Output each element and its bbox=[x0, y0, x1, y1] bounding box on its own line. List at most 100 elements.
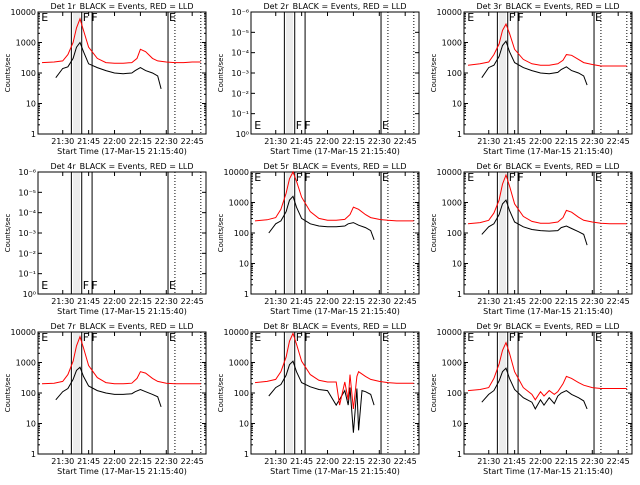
marker-letter: E bbox=[254, 171, 261, 184]
series-line-lld bbox=[41, 17, 201, 64]
x-axis-label: Start Time (17-Mar-15 21:15:40) bbox=[57, 307, 187, 316]
marker-letter: F bbox=[304, 119, 310, 132]
marker-letter: E bbox=[382, 119, 389, 132]
y-tick-label: 10⁰ bbox=[23, 290, 36, 299]
y-tick-label: 1000 bbox=[442, 199, 462, 208]
legend-text: BLACK = Events, RED = LLD bbox=[293, 162, 407, 171]
shaded-interval bbox=[499, 332, 506, 454]
y-tick-label: 10000 bbox=[11, 8, 36, 17]
marker-letter: F bbox=[304, 171, 310, 184]
x-tick-label: 22:30 bbox=[581, 457, 604, 466]
x-tick-label: 21:30 bbox=[264, 457, 287, 466]
x-tick-label: 21:45 bbox=[77, 297, 100, 306]
series-line-events bbox=[268, 195, 375, 240]
series-line-events bbox=[481, 199, 588, 246]
y-tick-label: 10⁻³ bbox=[18, 229, 36, 238]
plot-frame bbox=[37, 11, 207, 135]
y-tick-label: 1000 bbox=[229, 199, 249, 208]
y-tick-label: 10⁻⁵ bbox=[18, 188, 36, 197]
marker-letter: E bbox=[169, 279, 176, 292]
x-tick-label: 22:00 bbox=[316, 457, 339, 466]
y-tick-label: 10000 bbox=[11, 328, 36, 337]
marker-letter: E bbox=[595, 11, 602, 24]
marker-letter: F bbox=[296, 171, 302, 184]
y-axis-label: Counts/sec bbox=[217, 214, 225, 253]
marker-letter: F bbox=[91, 331, 97, 344]
y-tick-label: 1000 bbox=[442, 359, 462, 368]
y-tick-label: 1 bbox=[244, 450, 249, 459]
plot-frame bbox=[463, 171, 633, 295]
x-axis-label: Start Time (17-Mar-15 21:15:40) bbox=[57, 147, 187, 156]
x-tick-label: 21:30 bbox=[477, 297, 500, 306]
marker-letter: E bbox=[41, 11, 48, 24]
x-tick-label: 22:15 bbox=[129, 297, 152, 306]
y-axis-label: Counts/sec bbox=[430, 54, 438, 93]
panel-title-line: Det 1r BLACK = Events, RED = LLD bbox=[50, 2, 193, 11]
x-tick-label: 21:30 bbox=[51, 137, 74, 146]
y-tick-label: 1 bbox=[457, 290, 462, 299]
x-tick-label: 22:00 bbox=[103, 137, 126, 146]
marker-letter: F bbox=[296, 331, 302, 344]
y-axis-label: Counts/sec bbox=[217, 374, 225, 413]
panel-title: Det 9r bbox=[476, 322, 502, 331]
marker-letter: E bbox=[467, 11, 474, 24]
marker-letter: F bbox=[517, 331, 523, 344]
marker-letter: E bbox=[169, 11, 176, 24]
x-tick-label: 22:15 bbox=[342, 457, 365, 466]
x-tick-label: 22:45 bbox=[394, 457, 417, 466]
shaded-interval bbox=[73, 172, 80, 294]
y-tick-label: 10⁻⁴ bbox=[18, 209, 36, 218]
plot-frame bbox=[250, 11, 420, 135]
shaded-interval bbox=[73, 12, 80, 134]
marker-letter: E bbox=[467, 171, 474, 184]
y-tick-label: 1 bbox=[31, 450, 36, 459]
series-line-lld bbox=[467, 22, 627, 67]
x-tick-label: 21:45 bbox=[503, 297, 526, 306]
marker-letter: E bbox=[41, 331, 48, 344]
y-tick-label: 10000 bbox=[437, 168, 462, 177]
y-tick-label: 1000 bbox=[16, 359, 36, 368]
marker-letter: F bbox=[517, 11, 523, 24]
panel-title-line: Det 4r BLACK = Events, RED = LLD bbox=[50, 162, 193, 171]
panel-title: Det 3r bbox=[476, 2, 502, 11]
legend-text: BLACK = Events, RED = LLD bbox=[506, 2, 620, 11]
legend-text: BLACK = Events, RED = LLD bbox=[506, 322, 620, 331]
y-tick-label: 10000 bbox=[224, 168, 249, 177]
panel-title: Det 2r bbox=[263, 2, 289, 11]
marker-letter: E bbox=[595, 331, 602, 344]
panel-title: Det 5r bbox=[263, 162, 289, 171]
shaded-interval bbox=[286, 332, 293, 454]
x-tick-label: 21:45 bbox=[290, 457, 313, 466]
y-tick-label: 100 bbox=[21, 389, 36, 398]
panel-title-line: Det 6r BLACK = Events, RED = LLD bbox=[476, 162, 619, 171]
series-line-events bbox=[55, 366, 162, 408]
legend-text: BLACK = Events, RED = LLD bbox=[506, 162, 620, 171]
x-tick-label: 21:30 bbox=[264, 297, 287, 306]
x-tick-label: 22:30 bbox=[155, 297, 178, 306]
y-tick-label: 10⁻⁶ bbox=[18, 168, 36, 177]
y-tick-label: 10 bbox=[239, 420, 249, 429]
x-tick-label: 22:15 bbox=[129, 457, 152, 466]
y-tick-label: 10⁰ bbox=[236, 130, 249, 139]
marker-letter: F bbox=[517, 171, 523, 184]
shaded-interval bbox=[499, 172, 506, 294]
x-tick-label: 21:45 bbox=[77, 137, 100, 146]
panel-2: E F F E 10⁰ 10⁻¹ 10⁻² 10⁻³ 10⁻⁴ 10⁻⁵ 10⁻⁶ 21:30 21:4… bbox=[217, 2, 420, 156]
x-axis-label: Start Time (17-Mar-15 21:15:40) bbox=[483, 467, 613, 476]
x-tick-label: 22:45 bbox=[394, 137, 417, 146]
x-tick-label: 22:00 bbox=[529, 457, 552, 466]
shaded-interval bbox=[73, 332, 80, 454]
marker-letter: F bbox=[83, 11, 89, 24]
y-tick-label: 1000 bbox=[442, 39, 462, 48]
panel-title: Det 6r bbox=[476, 162, 502, 171]
x-tick-label: 21:30 bbox=[51, 457, 74, 466]
x-tick-label: 22:30 bbox=[368, 457, 391, 466]
marker-letter: F bbox=[304, 331, 310, 344]
plot-frame bbox=[463, 331, 633, 455]
marker-letter: E bbox=[254, 331, 261, 344]
y-tick-label: 10 bbox=[26, 420, 36, 429]
